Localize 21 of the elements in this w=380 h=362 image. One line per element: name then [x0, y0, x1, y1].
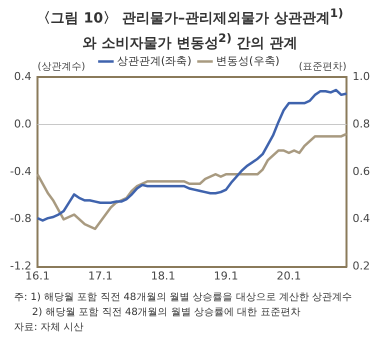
y2-tick-label: 0.2 [352, 260, 370, 273]
y-tick-label: 0.4 [14, 70, 32, 83]
y-axis-title: (상관계수) [37, 62, 86, 73]
y2-axis-title: (표준편차) [298, 62, 347, 73]
x-tick-label: 18.1 [150, 269, 176, 282]
y-tick-label: -0.8 [10, 212, 32, 226]
x-tick-label: 19.1 [214, 269, 238, 282]
text: 주: 1) 해당월 포함 직전 48개월의 월별 상승률을 대상으로 계산한 상관계수 [14, 291, 354, 305]
chart-title: 〈그림 10〉 관리물가–관리제외물가 상관관계$^{1)}$와 소비자물가 변동성$^{2)}$ 간의 관계 [36, 6, 344, 52]
y2-tick-label: 0.6 [352, 164, 370, 178]
y2-tick-label: 0.4 [352, 212, 370, 226]
text: 자료: 자체 시산 [14, 321, 85, 335]
legend-label: 변동성(우축) [216, 54, 280, 68]
y-tick-label: 0.0 [14, 117, 32, 130]
legend-label: 상관관계(좌축) [116, 54, 192, 68]
y-tick-label: -0.4 [10, 164, 32, 178]
y2-tick-label: 0.8 [352, 117, 370, 130]
x-tick-label: 17.1 [88, 269, 113, 282]
text: 2) 해당월 포함 직전 48개월의 월별 상승률에 대한 표준편차 [31, 306, 302, 320]
x-tick-label: 20.1 [276, 269, 302, 282]
y2-tick-label: 1.0 [352, 70, 370, 83]
